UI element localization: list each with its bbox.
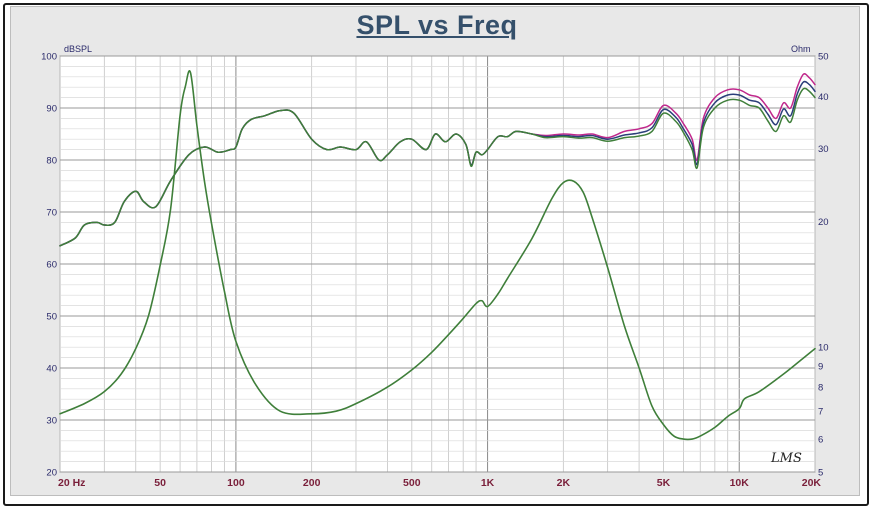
y-left-tick-label: 20 xyxy=(46,468,57,479)
y-left-tick-label: 90 xyxy=(46,104,57,115)
y-left-tick-label: 80 xyxy=(46,156,57,167)
y-left-tick-label: 40 xyxy=(46,364,57,375)
x-tick-label: 2K xyxy=(557,477,571,489)
y-left-tick-label: 60 xyxy=(46,260,57,271)
y-left-tick-label: 100 xyxy=(41,52,57,63)
series-group xyxy=(59,70,816,441)
chart-title: SPL vs Freq xyxy=(356,10,518,40)
y-right-tick-label: 5 xyxy=(818,468,823,479)
y-left-tick-label: 50 xyxy=(46,312,57,323)
y-right-tick-label: 7 xyxy=(818,407,823,418)
x-tick-label: 100 xyxy=(227,477,245,489)
impedance-curve xyxy=(59,70,816,441)
y-left-tick-label: 70 xyxy=(46,208,57,219)
y-right-tick-label: 50 xyxy=(818,52,829,63)
y-left-tick-label: 30 xyxy=(46,416,57,427)
x-tick-label: 500 xyxy=(403,477,421,489)
x-tick-label: 10K xyxy=(730,477,750,489)
x-tick-label: 5K xyxy=(657,477,671,489)
y-right-tick-label: 20 xyxy=(818,217,829,228)
y-right-tick-label: 8 xyxy=(818,383,823,394)
y-right-tick-label: 9 xyxy=(818,361,823,372)
x-tick-label: 50 xyxy=(154,477,166,489)
y-right-tick-label: 40 xyxy=(818,92,829,103)
lms-watermark: LMS xyxy=(770,451,802,466)
y-right-tick-label: 6 xyxy=(818,435,823,446)
y-left-unit-label: dBSPL xyxy=(64,44,92,54)
grid xyxy=(59,55,816,473)
y-right-tick-label: 10 xyxy=(818,342,829,353)
y-right-tick-label: 30 xyxy=(818,144,829,155)
axes: 20 Hz 50 100 200 500 1K 2K 5K 10K 20K 20 30 40 50 60 70… xyxy=(41,52,828,490)
x-tick-label: 200 xyxy=(303,477,321,489)
spl-curve-3 xyxy=(59,87,816,247)
x-tick-label: 20 Hz xyxy=(58,477,85,489)
x-tick-label: 20K xyxy=(802,477,822,489)
y-right-unit-label: Ohm xyxy=(791,44,811,54)
x-tick-label: 1K xyxy=(481,477,495,489)
